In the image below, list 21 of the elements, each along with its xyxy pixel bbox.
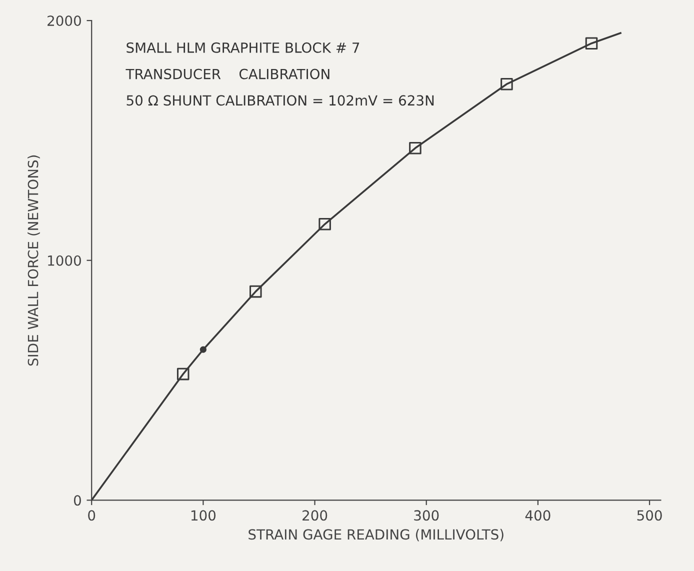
point — [585, 37, 598, 50]
point — [500, 78, 513, 90]
annotation: 50 Ω SHUNT CALIBRATION = 102mV = 623N — [126, 95, 434, 106]
annotation: TRANSDUCER CALIBRATION — [126, 68, 330, 80]
x-tick-label: 0 — [88, 510, 96, 521]
x-tick-label: 100 — [191, 510, 216, 521]
annotation: SMALL HLM GRAPHITE BLOCK # 7 — [126, 42, 360, 53]
x-axis-title: STRAIN GAGE READING (MILLIVOLTS) — [248, 528, 504, 542]
y-tick-label: 1000 — [48, 255, 81, 266]
point — [318, 218, 331, 230]
y-axis-title: SIDE WALL FORCE (NEWTONS) — [28, 155, 40, 366]
point — [200, 346, 206, 353]
y-tick-label: 2000 — [48, 16, 81, 26]
x-tick-label: 300 — [414, 510, 439, 521]
x-tick-label: 400 — [525, 510, 550, 521]
x-tick-label: 200 — [302, 510, 328, 521]
point — [176, 368, 190, 380]
point — [249, 285, 262, 298]
x-tick-label: 500 — [637, 510, 662, 521]
point — [409, 142, 422, 154]
y-tick-label: 0 — [74, 495, 81, 506]
